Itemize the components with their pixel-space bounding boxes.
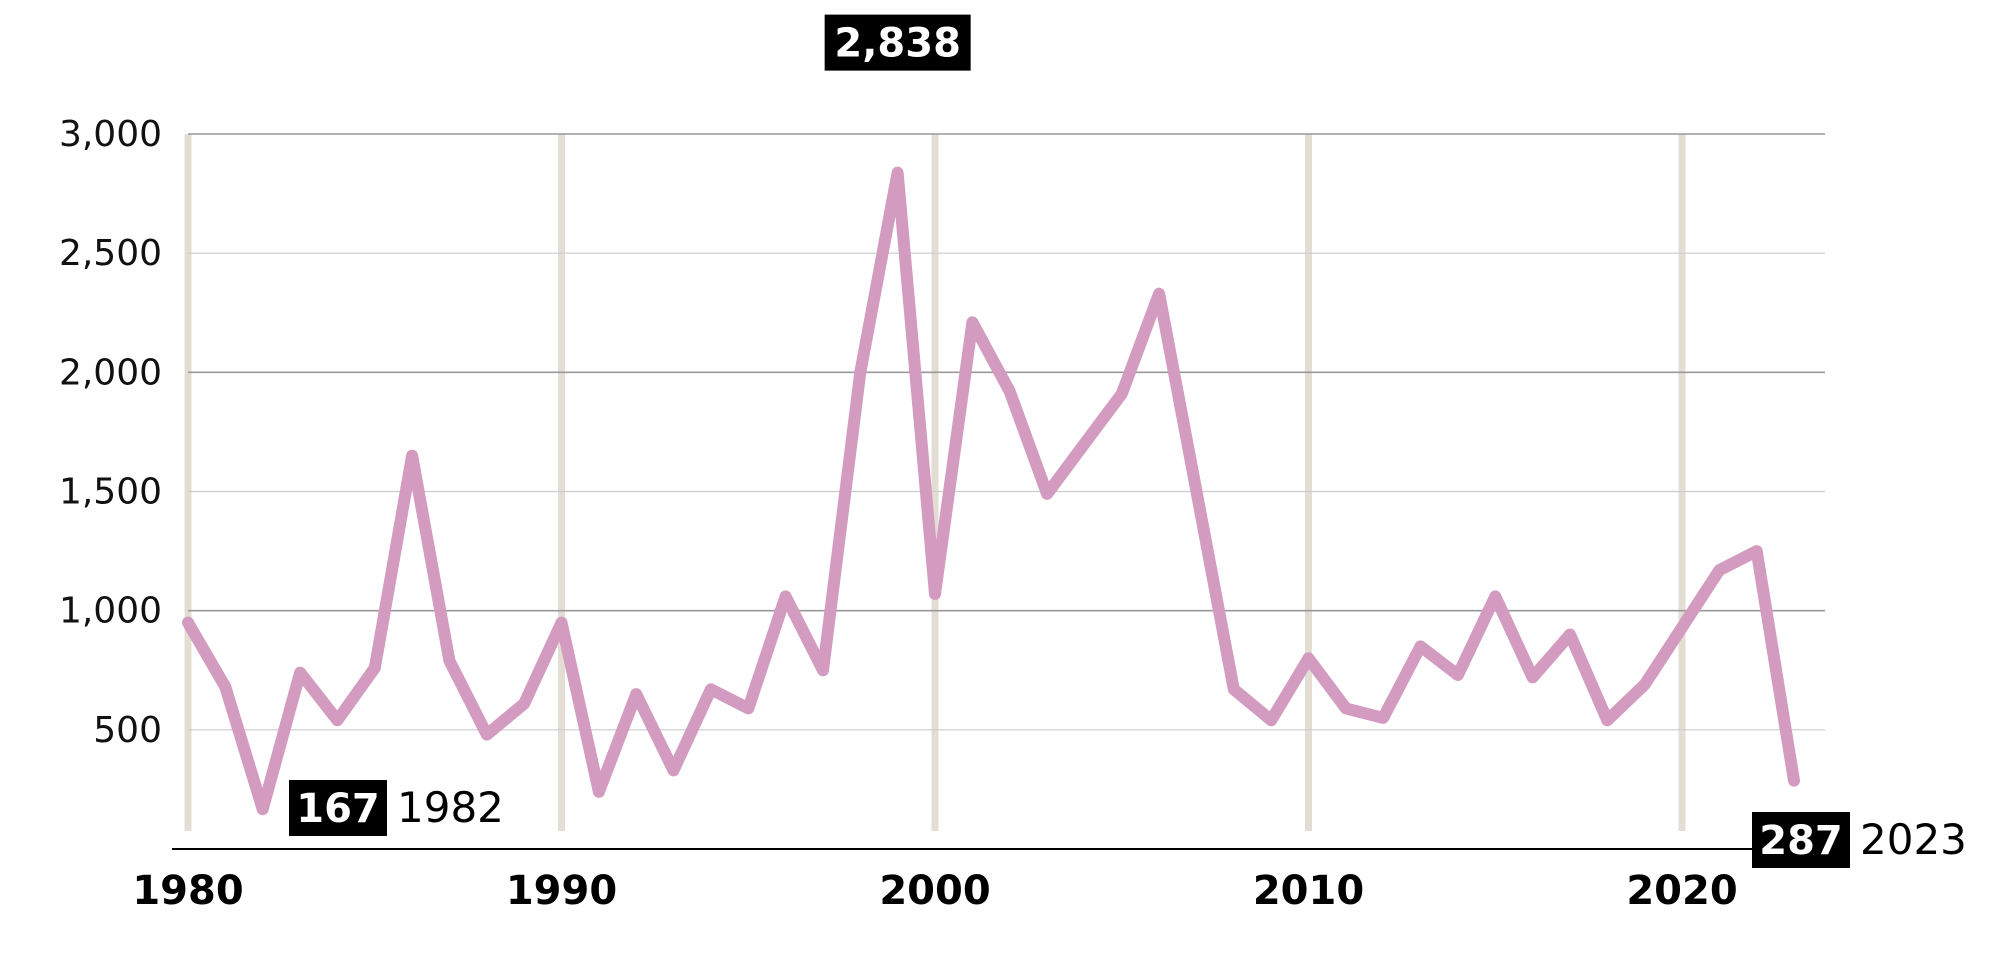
- y-tick-label-2000: 2,000: [59, 352, 162, 393]
- annotation-value-1999: 2,838: [834, 21, 961, 67]
- x-tick-label-1980: 1980: [132, 868, 243, 914]
- x-tick-label-group: 1980 1990 2000 2010 2020: [132, 868, 1737, 914]
- y-tick-label-2500: 2,500: [59, 233, 162, 274]
- year-band-group: [184, 134, 1686, 831]
- series-group: [182, 166, 1800, 816]
- x-tick-label-2010: 2010: [1253, 868, 1364, 914]
- y-tick-label-3000: 3,000: [59, 114, 162, 155]
- annotation-year-2023: 2023: [1860, 815, 1967, 864]
- annotation-box-1999: [824, 14, 971, 71]
- x-tick-label-2020: 2020: [1626, 868, 1737, 914]
- x-tick-label-2000: 2000: [879, 868, 990, 914]
- annotation-value-2023: 287: [1759, 818, 1843, 864]
- x-tick-label-1990: 1990: [506, 868, 617, 914]
- annotation-value-1982: 167: [296, 786, 380, 832]
- annotation-box-2023: [1752, 812, 1850, 868]
- annotation-box-1982: [289, 780, 387, 836]
- y-tick-label-500: 500: [93, 710, 162, 751]
- y-gridline-group: [188, 133, 1825, 731]
- annotation-group: 167 1982 2,838 1999 287 2023: [289, 0, 1967, 868]
- series-line-0: [182, 166, 1800, 816]
- y-tick-label-group: 500 1,000 1,500 2,000 2,500 3,000: [59, 114, 162, 751]
- y-tick-label-1000: 1,000: [59, 591, 162, 632]
- annotation-year-1999: 1999: [844, 0, 951, 7]
- y-tick-label-1500: 1,500: [59, 472, 162, 513]
- annotation-year-1982: 1982: [397, 783, 504, 832]
